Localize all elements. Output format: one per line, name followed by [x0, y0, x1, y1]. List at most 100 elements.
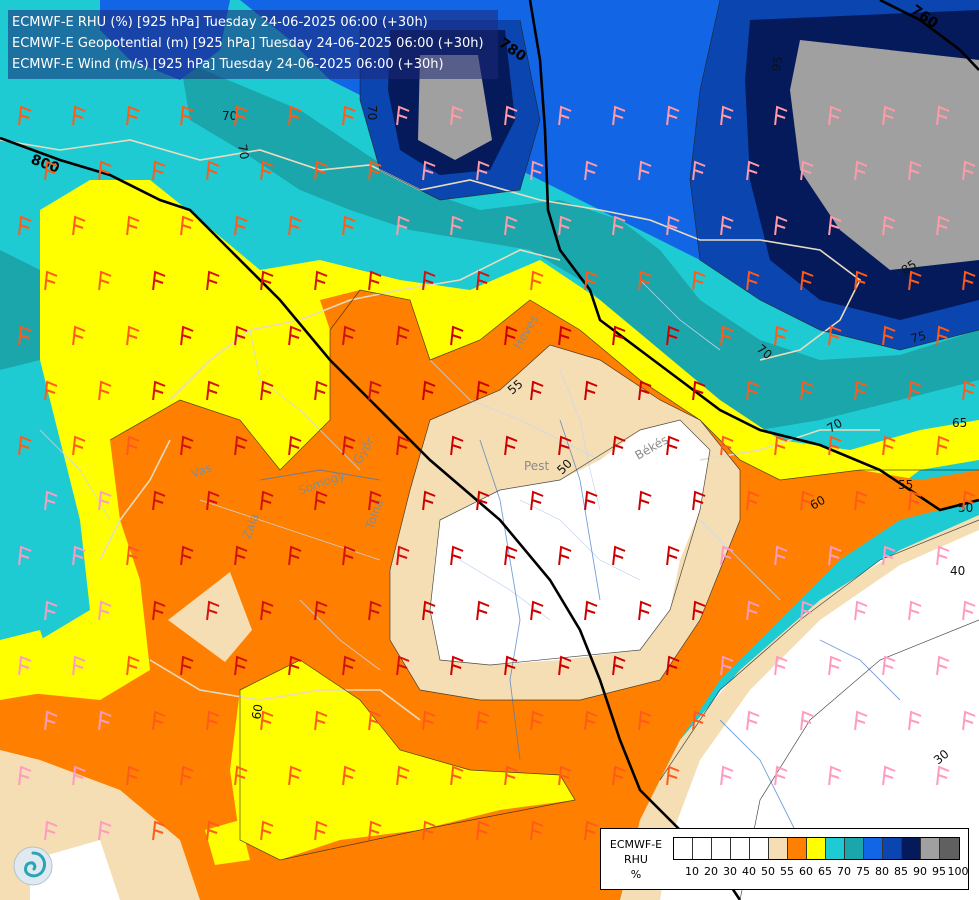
wind-barb — [720, 545, 734, 566]
wind-barb — [98, 600, 112, 621]
legend-swatch — [845, 838, 864, 859]
wind-barb — [396, 215, 410, 236]
rhu-contour-label: 95 — [769, 55, 785, 72]
wind-barb — [422, 710, 436, 731]
wind-barb — [368, 160, 382, 181]
wind-barb — [44, 270, 58, 291]
wind-barb — [234, 765, 248, 786]
wind-barb — [504, 105, 518, 126]
wind-barb — [882, 215, 896, 236]
wind-barb — [44, 380, 58, 401]
wind-barb — [260, 160, 274, 181]
wind-barb — [288, 765, 302, 786]
wind-barb — [422, 490, 436, 511]
wind-barb — [396, 105, 410, 126]
wind-barb — [774, 325, 788, 346]
wind-barb — [584, 490, 598, 511]
wind-barb — [962, 160, 976, 181]
wind-barb — [936, 215, 950, 236]
app-logo-icon — [13, 846, 53, 886]
wind-barb — [908, 380, 922, 401]
wind-barb — [828, 765, 842, 786]
wind-barb — [558, 105, 572, 126]
country-border — [0, 139, 880, 721]
legend-tick-label: 50 — [761, 865, 775, 878]
wind-barb — [530, 160, 544, 181]
wind-barb — [854, 490, 868, 511]
wind-barb — [666, 105, 680, 126]
header-title-wind: ECMWF-E Wind (m/s) [925 hPa] Tuesday 24-… — [12, 57, 444, 72]
wind-barb — [612, 765, 626, 786]
legend-ticks: 10 20 30 40 50 55 60 65 70 75 80 85 90 95 100 — [673, 865, 973, 881]
wind-barb — [800, 600, 814, 621]
wind-barb — [450, 215, 464, 236]
wind-barb — [530, 600, 544, 621]
rhu-contour-label: 65 — [952, 416, 967, 430]
header-title-rhu: ECMWF-E RHU (%) [925 hPa] Tuesday 24-06-… — [12, 15, 428, 30]
wind-barb — [206, 160, 220, 181]
wind-barb — [18, 655, 32, 676]
legend-tick-label: 30 — [723, 865, 737, 878]
rhu-contour-label: 75 — [909, 328, 927, 345]
wind-barb — [450, 765, 464, 786]
wind-barb — [288, 325, 302, 346]
wind-barb — [152, 490, 166, 511]
wind-barb — [260, 380, 274, 401]
wind-barb — [530, 270, 544, 291]
wind-barb — [234, 105, 248, 126]
legend-swatch — [712, 838, 731, 859]
wind-barb — [396, 545, 410, 566]
rhu-contour-label: 70 — [365, 105, 379, 120]
wind-barb — [962, 270, 976, 291]
wind-barb — [612, 215, 626, 236]
wind-barb — [44, 160, 58, 181]
wind-barb — [504, 655, 518, 676]
legend-swatch — [902, 838, 921, 859]
wind-barb — [936, 765, 950, 786]
wind-barb — [18, 545, 32, 566]
wind-barb — [476, 380, 490, 401]
wind-barb — [72, 105, 86, 126]
wind-barb — [368, 380, 382, 401]
wind-barb — [774, 435, 788, 456]
legend-swatch — [826, 838, 845, 859]
wind-barb — [72, 545, 86, 566]
wind-barb — [800, 270, 814, 291]
wind-barb — [774, 545, 788, 566]
wind-barb — [180, 105, 194, 126]
wind-barb — [720, 765, 734, 786]
wind-barb — [666, 325, 680, 346]
wind-barb — [584, 160, 598, 181]
wind-barb — [450, 655, 464, 676]
wind-barb — [612, 325, 626, 346]
wind-barb — [422, 820, 436, 841]
place-label-pest: Pest — [524, 459, 549, 473]
wind-barb — [180, 325, 194, 346]
legend-title: ECMWF-E RHU % — [605, 837, 667, 882]
wind-barb — [126, 545, 140, 566]
wind-barb — [72, 655, 86, 676]
legend-swatches — [673, 837, 960, 860]
wind-barb — [692, 380, 706, 401]
wind-barb — [260, 270, 274, 291]
wind-barb — [746, 490, 760, 511]
wind-barb — [342, 545, 356, 566]
wind-barb — [44, 600, 58, 621]
wind-barb — [98, 270, 112, 291]
legend-swatch — [769, 838, 788, 859]
wind-barb — [612, 655, 626, 676]
wind-barb — [558, 215, 572, 236]
rhu-contour-label: 70 — [222, 109, 237, 123]
legend-tick-label: 90 — [913, 865, 927, 878]
wind-barb — [288, 435, 302, 456]
wind-barb — [476, 600, 490, 621]
wind-barb — [908, 710, 922, 731]
wind-barb — [584, 820, 598, 841]
wind-barb — [450, 325, 464, 346]
wind-barb — [450, 105, 464, 126]
wind-barb — [206, 490, 220, 511]
wind-barb — [260, 600, 274, 621]
wind-barb — [638, 270, 652, 291]
wind-barb — [206, 710, 220, 731]
wind-barbs — [18, 105, 976, 841]
